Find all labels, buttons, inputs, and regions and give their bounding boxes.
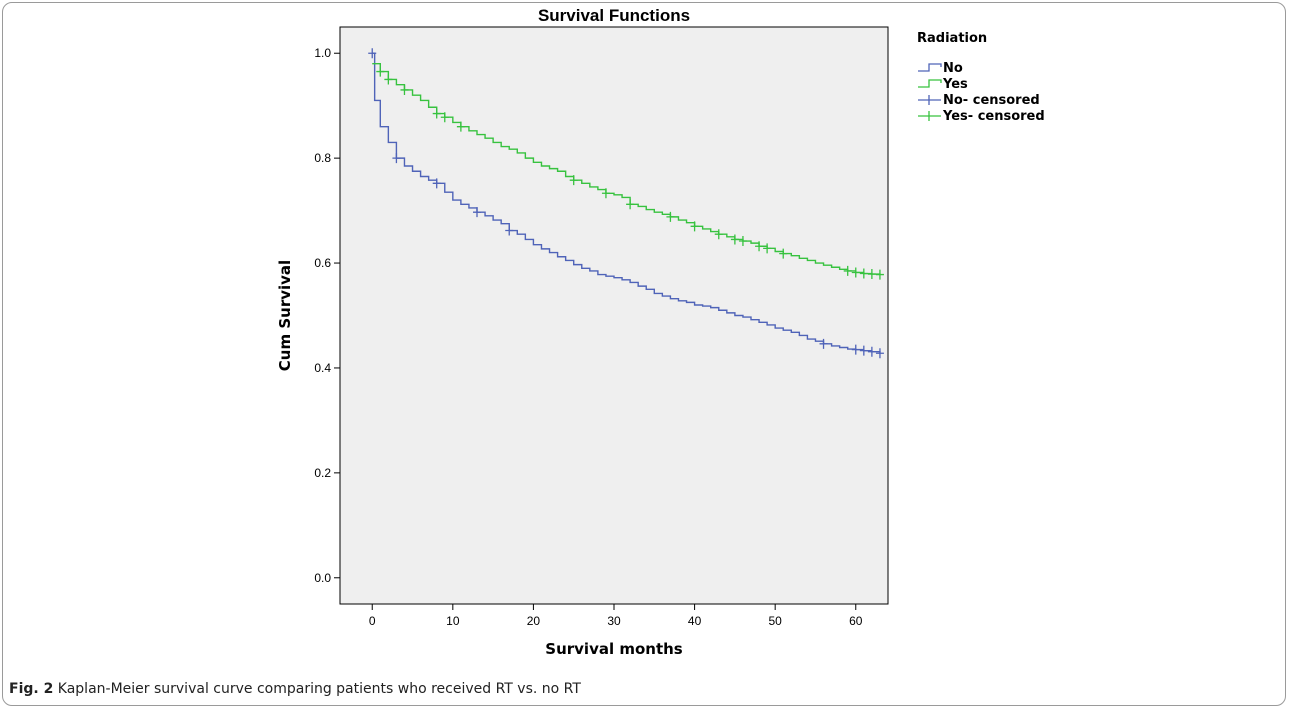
censor-mark-yes <box>843 265 852 276</box>
legend-entry-label: No- censored <box>943 93 1040 108</box>
x-tick-label: 0 <box>369 614 376 628</box>
y-tick-label: 0.6 <box>314 256 331 270</box>
censor-mark-yes <box>601 188 610 199</box>
censor-mark-yes <box>626 199 635 210</box>
censor-mark-yes <box>456 121 465 132</box>
censor-mark-no <box>851 344 860 355</box>
censor-mark-no <box>368 48 377 59</box>
legend-entry-label: Yes <box>942 77 968 92</box>
legend-swatch-no <box>918 63 942 72</box>
figure-caption: Fig. 2 Kaplan-Meier survival curve compa… <box>9 681 581 697</box>
censor-mark-yes <box>400 84 409 95</box>
censor-mark-yes <box>763 243 772 254</box>
y-tick-label: 1.0 <box>314 46 331 60</box>
censor-mark-yes <box>376 66 385 77</box>
censor-mark-yes <box>851 267 860 278</box>
censor-mark-no <box>473 207 481 218</box>
y-tick-label: 0.0 <box>314 571 331 585</box>
censor-mark-yes <box>690 221 699 232</box>
plot-area <box>339 26 889 605</box>
censor-mark-yes <box>755 241 764 252</box>
y-tick-label: 0.2 <box>314 466 331 480</box>
censor-mark-yes <box>666 211 675 222</box>
figure-caption-label: Fig. 2 <box>9 681 54 697</box>
censor-mark-no <box>505 225 514 236</box>
legend-swatch-censored <box>918 111 941 121</box>
censor-mark-yes <box>738 236 747 247</box>
censor-mark-no <box>432 178 441 189</box>
censor-mark-yes <box>440 112 449 123</box>
censor-mark-yes <box>569 175 578 186</box>
x-tick-label: 60 <box>849 614 863 628</box>
y-axis-label: Cum Survival <box>276 260 294 371</box>
legend-swatch-censored <box>918 95 941 105</box>
legend-entry-label: No <box>943 61 963 76</box>
censor-mark-yes <box>384 74 393 85</box>
censor-mark-no <box>392 153 401 164</box>
legend-title: Radiation <box>917 31 987 46</box>
censor-mark-no <box>819 338 828 349</box>
chart-title: Survival Functions <box>538 6 690 25</box>
series-line-no <box>372 52 881 354</box>
censor-mark-yes <box>859 268 868 279</box>
censor-mark-yes <box>432 108 441 119</box>
censor-mark-yes <box>875 269 884 280</box>
censor-mark-no <box>859 345 868 356</box>
x-tick-label: 40 <box>688 614 702 628</box>
censor-mark-yes <box>867 269 876 280</box>
censor-mark-no <box>867 346 876 357</box>
censor-mark-no <box>875 348 884 359</box>
y-tick-label: 0.4 <box>314 361 331 375</box>
axes: 0.0 0.2 0.4 0.6 0.8 1.0 0 10 20 30 40 50 60 <box>314 46 862 628</box>
y-tick-label: 0.8 <box>314 151 331 165</box>
censor-mark-yes <box>779 248 788 259</box>
series-group <box>368 48 884 359</box>
censor-mark-yes <box>714 229 723 240</box>
legend-swatch-yes <box>918 79 942 88</box>
x-tick-label: 10 <box>446 614 460 628</box>
x-axis-label: Survival months <box>545 640 683 658</box>
figure-caption-text: Kaplan-Meier survival curve comparing pa… <box>57 681 581 697</box>
censor-mark-yes <box>730 234 739 245</box>
x-tick-label: 30 <box>607 614 621 628</box>
legend-entry-label: Yes- censored <box>942 109 1045 124</box>
x-tick-label: 50 <box>768 614 782 628</box>
x-tick-label: 20 <box>527 614 541 628</box>
